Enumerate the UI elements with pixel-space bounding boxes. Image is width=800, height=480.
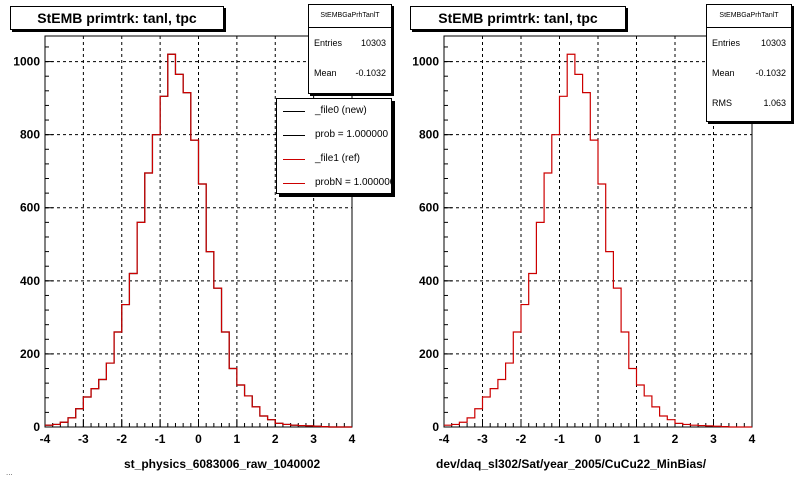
stats-value: -0.1032 xyxy=(355,68,386,78)
x-tick-label: -3 xyxy=(477,432,488,446)
stats-value: 10303 xyxy=(760,38,786,48)
y-tick-label: 1000 xyxy=(412,55,439,69)
stats-row-mean: Mean -0.1032 xyxy=(309,58,391,88)
stats-row-entries: Entries 10303 xyxy=(309,28,391,58)
x-tick-label: -4 xyxy=(439,432,450,446)
x-tick-label: 0 xyxy=(595,432,602,446)
legend-label: _file1 (ref) xyxy=(315,153,361,164)
stats-name: StEMBGaPrhTanlT xyxy=(707,5,791,28)
x-tick-label: -2 xyxy=(116,432,127,446)
stats-value: 10303 xyxy=(360,38,386,48)
legend-swatch xyxy=(283,111,305,112)
stats-label: RMS xyxy=(712,98,732,108)
y-tick-label: 400 xyxy=(419,274,439,288)
y-tick-label: 200 xyxy=(20,347,40,361)
x-tick-label: -3 xyxy=(78,432,89,446)
legend-label: _file0 (new) xyxy=(315,105,367,116)
panel-2-x-title: dev/daq_sl302/Sat/year_2005/CuCu22_MinBi… xyxy=(436,457,707,471)
x-tick-label: 2 xyxy=(672,432,679,446)
panel-1-stats-box: StEMBGaPrhTanlT Entries 10303 Mean -0.10… xyxy=(308,4,392,94)
stats-name: StEMBGaPrhTanlT xyxy=(309,5,391,28)
stats-label: Mean xyxy=(314,68,337,78)
legend-label: prob = 1.000000 xyxy=(315,129,389,140)
y-tick-label: 600 xyxy=(419,201,439,215)
legend-entry: prob = 1.000000 xyxy=(277,123,391,147)
x-tick-label: -1 xyxy=(155,432,166,446)
legend-label: probN = 1.000000 xyxy=(315,177,392,188)
stats-value: 1.063 xyxy=(763,98,786,108)
x-tick-label: 3 xyxy=(710,432,717,446)
y-tick-label: 600 xyxy=(20,201,40,215)
y-tick-label: 0 xyxy=(432,420,439,434)
y-tick-label: 800 xyxy=(419,128,439,142)
x-tick-label: -2 xyxy=(516,432,527,446)
footer-timestamp: ... xyxy=(6,468,13,477)
x-tick-label: 1 xyxy=(234,432,241,446)
histogram-series-0 xyxy=(444,53,752,428)
legend-swatch xyxy=(283,135,305,136)
panel-2-stats-box: StEMBGaPrhTanlT Entries 10303 Mean -0.10… xyxy=(706,4,792,122)
stats-row-entries: Entries 10303 xyxy=(707,28,791,58)
histogram-series-1 xyxy=(45,53,352,428)
stats-label: Entries xyxy=(712,38,741,48)
x-tick-label: 0 xyxy=(195,432,202,446)
x-tick-label: 4 xyxy=(349,432,356,446)
y-tick-label: 0 xyxy=(33,420,40,434)
legend-entry: _file0 (new) xyxy=(277,99,391,123)
panel-1-x-title: st_physics_6083006_raw_1040002 xyxy=(124,457,321,471)
x-tick-label: 1 xyxy=(633,432,640,446)
x-tick-label: 3 xyxy=(310,432,317,446)
stats-row-rms: RMS 1.063 xyxy=(707,88,791,118)
stats-label: Mean xyxy=(712,68,735,78)
y-tick-label: 1000 xyxy=(13,55,40,69)
panel-2-title: StEMB primtrk: tanl, tpc xyxy=(410,6,626,30)
x-tick-label: 4 xyxy=(749,432,756,446)
y-tick-label: 200 xyxy=(419,347,439,361)
x-tick-label: -4 xyxy=(40,432,51,446)
stats-label: Entries xyxy=(314,38,343,48)
panel-1-title: StEMB primtrk: tanl, tpc xyxy=(10,6,224,30)
legend-swatch xyxy=(283,159,305,160)
legend-swatch xyxy=(283,183,305,184)
x-tick-label: 2 xyxy=(272,432,279,446)
y-tick-label: 400 xyxy=(20,274,40,288)
stats-value: -0.1032 xyxy=(755,68,786,78)
x-tick-label: -1 xyxy=(554,432,565,446)
legend-entry: _file1 (ref) xyxy=(277,147,391,171)
panel-1-legend: _file0 (new) prob = 1.000000 _file1 (ref… xyxy=(276,98,392,194)
stats-row-mean: Mean -0.1032 xyxy=(707,58,791,88)
legend-entry: probN = 1.000000 xyxy=(277,171,392,193)
y-tick-label: 800 xyxy=(20,128,40,142)
